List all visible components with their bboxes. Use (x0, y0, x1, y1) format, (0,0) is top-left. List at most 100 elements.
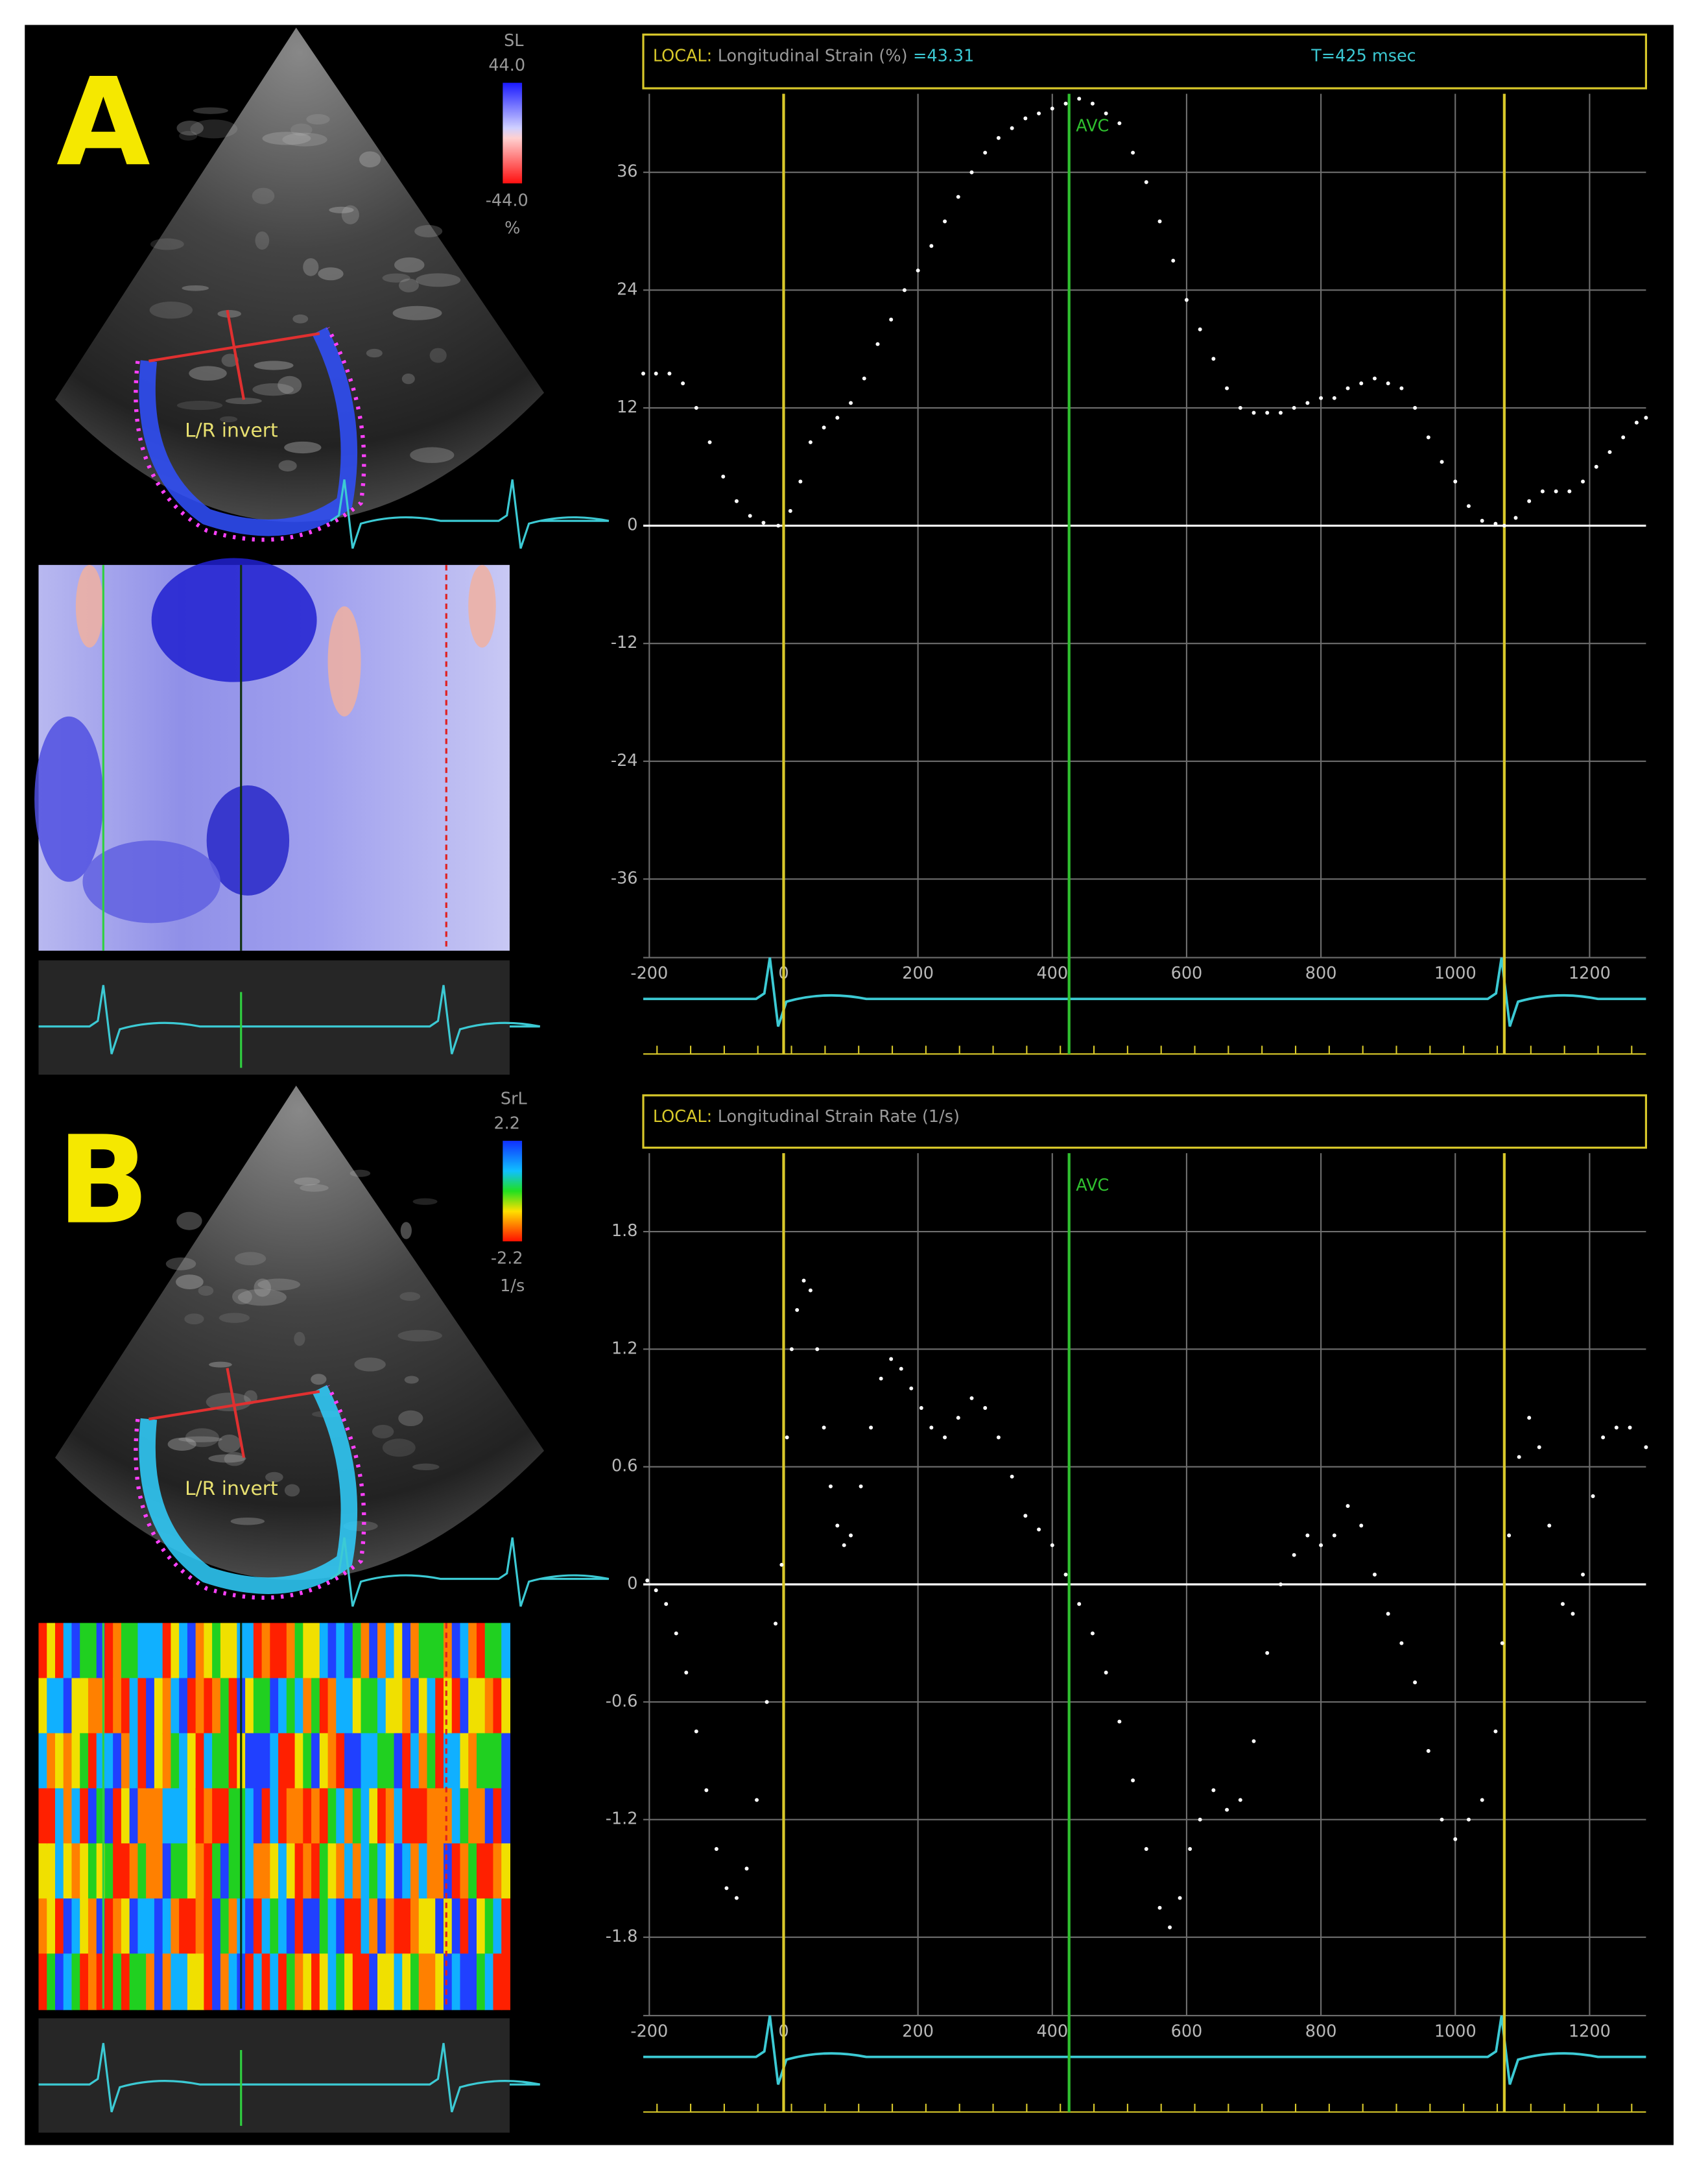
data-point (929, 1425, 934, 1430)
echo-speckle (354, 1357, 386, 1372)
echo-speckle (193, 107, 228, 114)
chart-ecg (643, 2015, 1646, 2085)
strain-rate-cell (88, 1623, 97, 1680)
strain-rate-cell (228, 1733, 238, 1790)
data-point (1614, 1425, 1619, 1430)
data-point (1561, 1602, 1565, 1606)
strain-rate-cell (311, 1953, 320, 2010)
strain-rate-cell (435, 1623, 445, 1680)
echo-speckle (262, 132, 311, 145)
strain-rate-cell (278, 1898, 287, 1955)
y-tick-label: -36 (611, 868, 638, 888)
strain-rate-cell (476, 1678, 486, 1735)
strain-rate-cell (261, 1953, 271, 2010)
strain-blob (206, 785, 290, 896)
data-point (1440, 460, 1444, 464)
data-point (1332, 396, 1336, 400)
strain-rate-cell (402, 1678, 412, 1735)
echo-speckle (382, 1438, 416, 1457)
strain-rate-cell (476, 1953, 486, 2010)
strain-rate-cell (80, 1953, 89, 2010)
strain-rate-cell (47, 1678, 56, 1735)
strain-rate-cell (402, 1843, 412, 1900)
view-label: L/R invert (185, 420, 278, 442)
strain-rate-cell (187, 1843, 196, 1900)
strain-rate-cell (47, 1898, 56, 1955)
strain-rate-cell (129, 1953, 139, 2010)
strain-rate-cell (484, 1843, 494, 1900)
strain-rate-cell (361, 1678, 370, 1735)
x-tick-label: 800 (1305, 2021, 1337, 2041)
data-point (654, 1588, 658, 1593)
strain-rate-cell (369, 1953, 379, 2010)
data-point (929, 244, 934, 248)
colorbar-max: 2.2 (493, 1114, 520, 1134)
strain-rate-cell (121, 1678, 130, 1735)
strain-rate-cell (253, 1898, 263, 1955)
strain-rate-cell (80, 1733, 89, 1790)
data-point (721, 474, 726, 479)
strain-rate-cell (377, 1898, 386, 1955)
data-point (785, 1435, 789, 1440)
echo-speckle (341, 205, 359, 224)
echo-speckle (219, 1313, 250, 1323)
strain-rate-cell (476, 1788, 486, 1845)
echo-speckle (412, 1198, 438, 1205)
data-point (1178, 1896, 1182, 1900)
data-point (1265, 411, 1270, 415)
strain-rate-cell (402, 1623, 412, 1680)
colorbar-min: -44.0 (486, 191, 528, 210)
echo-speckle (235, 1252, 267, 1266)
data-point (835, 1523, 840, 1528)
data-point (1581, 1572, 1585, 1577)
strain-rate-cell (278, 1623, 287, 1680)
strain-rate-cell (493, 1898, 503, 1955)
strain-rate-cell (377, 1733, 386, 1790)
strain-rate-cell (385, 1733, 395, 1790)
y-tick-label: -12 (611, 633, 638, 652)
strain-rate-cell (443, 1788, 453, 1845)
data-point (667, 372, 672, 376)
strain-rate-cell (336, 1623, 346, 1680)
strain-rate-cell (80, 1788, 89, 1845)
strain-rate-cell (385, 1898, 395, 1955)
strain-rate-cell (460, 1733, 469, 1790)
strain-rate-cell (154, 1788, 163, 1845)
echo-speckle (149, 301, 193, 319)
strain-rate-cell (402, 1733, 412, 1790)
strain-rate-cell (104, 1788, 114, 1845)
strain-rate-cell (344, 1898, 353, 1955)
y-tick-label: 0.6 (611, 1457, 638, 1476)
strain-rate-cell (369, 1788, 379, 1845)
data-point (849, 401, 853, 405)
strain-rate-cell (179, 1623, 188, 1680)
data-point (1332, 1533, 1336, 1538)
strain-rate-cell (361, 1953, 370, 2010)
echo-speckle (401, 373, 415, 385)
strain-rate-cell (336, 1843, 346, 1900)
echo-speckle (416, 273, 461, 287)
strain-rate-cell (369, 1678, 379, 1735)
strain-rate-cell (113, 1788, 122, 1845)
data-point (734, 499, 739, 503)
strain-rate-cell (410, 1623, 420, 1680)
header-header-label: LOCAL: (653, 1107, 712, 1127)
strain-rate-cell (204, 1843, 213, 1900)
strain-rate-cell (179, 1843, 188, 1900)
strain-rate-cell (294, 1843, 304, 1900)
strain-rate-cell (336, 1678, 346, 1735)
strain-rate-cell (212, 1898, 221, 1955)
strain-rate-cell (63, 1843, 73, 1900)
data-point (1077, 97, 1082, 101)
echo-speckle (198, 1285, 214, 1296)
strain-rate-cell (162, 1678, 172, 1735)
echo-speckle (329, 206, 354, 213)
data-point (1346, 1504, 1350, 1508)
data-point (859, 1484, 863, 1488)
data-point (641, 372, 645, 376)
echo-speckle (252, 187, 275, 204)
strain-rate-cell (220, 1843, 230, 1900)
strain-rate-cell (212, 1678, 221, 1735)
strain-rate-cell (352, 1678, 362, 1735)
